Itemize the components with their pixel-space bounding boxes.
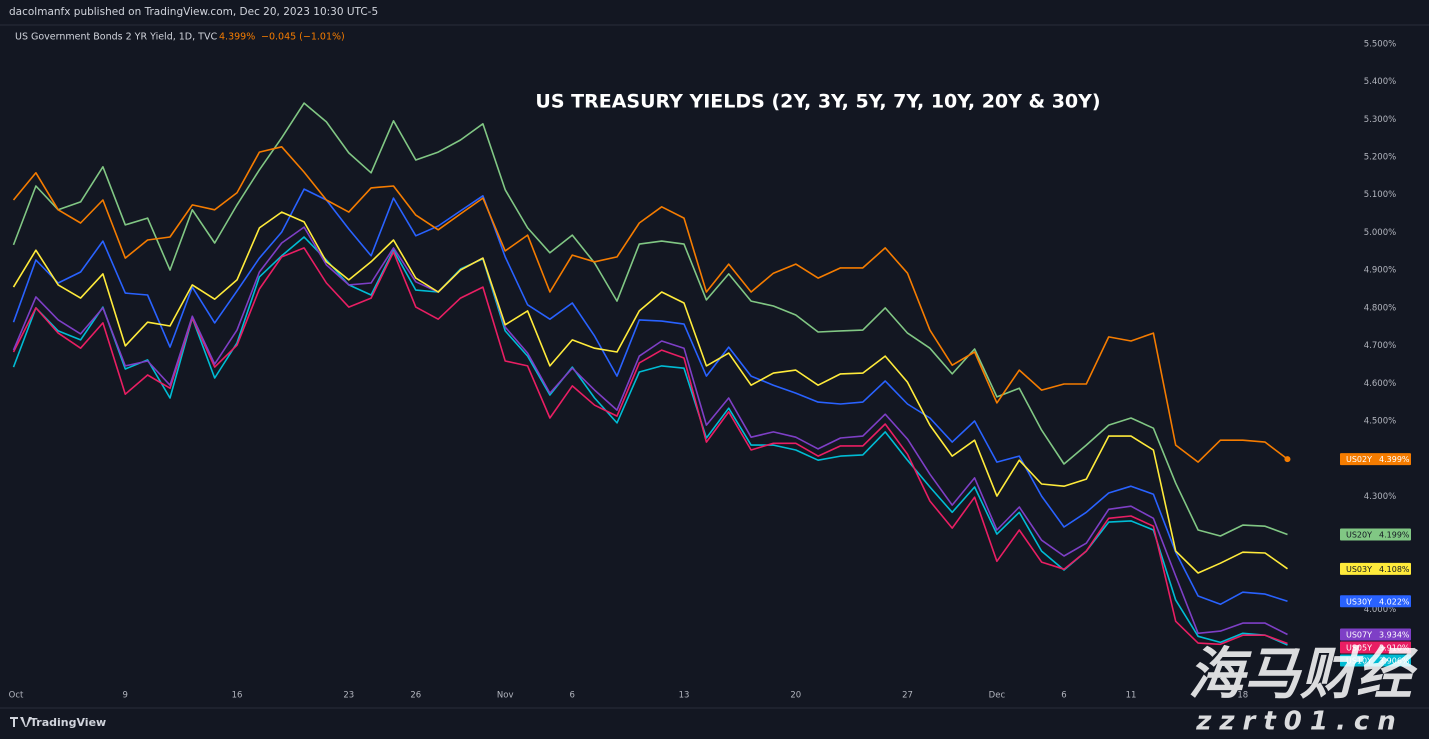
price-badge xyxy=(1340,562,1411,575)
legend-label: US02Y xyxy=(1346,455,1372,464)
y-tick-label: 4.500% xyxy=(1364,417,1396,427)
legend-label: US03Y xyxy=(1346,565,1372,574)
price-badge xyxy=(1340,641,1411,654)
price-label: 4.399% xyxy=(1379,455,1410,464)
price-label: 3.906% xyxy=(1379,656,1410,665)
x-tick-label: 9 xyxy=(123,691,128,701)
price-label: 3.934% xyxy=(1379,630,1410,639)
x-tick-label: 16 xyxy=(232,691,243,701)
x-tick-label: 6 xyxy=(1061,691,1066,701)
brand: TradingView xyxy=(30,716,106,729)
series-line xyxy=(12,226,1288,636)
x-tick-label: 26 xyxy=(410,691,421,701)
y-tick-label: 4.300% xyxy=(1364,492,1396,502)
publisher: dacolmanfx published on TradingView.com,… xyxy=(9,6,378,18)
y-tick-label: 4.900% xyxy=(1364,266,1396,276)
price-label: 3.910% xyxy=(1379,643,1410,652)
price-label: 4.199% xyxy=(1379,531,1410,540)
y-tick-label: 5.200% xyxy=(1364,153,1396,163)
y-tick-label: 5.000% xyxy=(1364,228,1396,238)
brand-logo xyxy=(10,717,32,727)
y-tick-label: 5.100% xyxy=(1364,190,1396,200)
price-badge xyxy=(1340,595,1411,608)
legend-label: US10Y xyxy=(1346,656,1372,665)
y-tick-label: 4.700% xyxy=(1364,341,1396,351)
price-badge xyxy=(1340,453,1411,466)
x-tick-label: 13 xyxy=(679,691,690,701)
price-badge xyxy=(1340,528,1411,541)
legend-label: US07Y xyxy=(1346,630,1372,639)
y-tick-label: 5.400% xyxy=(1364,77,1396,87)
series-line xyxy=(12,188,1288,606)
series-line xyxy=(12,211,1288,574)
x-tick-label: 23 xyxy=(343,691,354,701)
x-tick-label: 27 xyxy=(902,691,913,701)
price-label: 4.022% xyxy=(1379,597,1410,606)
x-tick-label: 20 xyxy=(790,691,801,701)
price-change: −0.045 (−1.01%) xyxy=(261,32,345,43)
watermark-title: 海马财经 xyxy=(1188,642,1418,707)
y-tick-label: 5.500% xyxy=(1364,39,1396,49)
price-label: 4.108% xyxy=(1379,565,1410,574)
series-line xyxy=(12,102,1288,537)
x-tick-label: Dec xyxy=(989,691,1006,701)
y-tick-label: 4.600% xyxy=(1364,379,1396,389)
legend-label: US20Y xyxy=(1346,531,1372,540)
y-tick-label: 4.800% xyxy=(1364,303,1396,313)
price-badge xyxy=(1340,628,1411,641)
legend-label: US05Y xyxy=(1346,643,1372,652)
watermark-site: zzrt01.cn xyxy=(1195,707,1404,737)
series-line xyxy=(12,146,1288,463)
series-line xyxy=(12,247,1288,646)
x-tick-label: 11 xyxy=(1126,691,1137,701)
x-tick-label: 18 xyxy=(1237,691,1248,701)
price-badge xyxy=(1340,654,1411,667)
legend-label: US30Y xyxy=(1346,597,1372,606)
x-tick-label: 6 xyxy=(570,691,575,701)
x-tick-label: Oct xyxy=(9,691,24,701)
y-tick-label: 4.000% xyxy=(1364,605,1396,615)
x-tick-label: Nov xyxy=(497,691,514,701)
last-point xyxy=(1284,456,1291,463)
y-tick-label: 5.300% xyxy=(1364,115,1396,125)
symbol: US Government Bonds 2 YR Yield, 1D, TVC xyxy=(15,32,217,43)
chart-title: US TREASURY YIELDS (2Y, 3Y, 5Y, 7Y, 10Y,… xyxy=(535,91,1100,113)
last-price: 4.399% xyxy=(219,32,255,43)
